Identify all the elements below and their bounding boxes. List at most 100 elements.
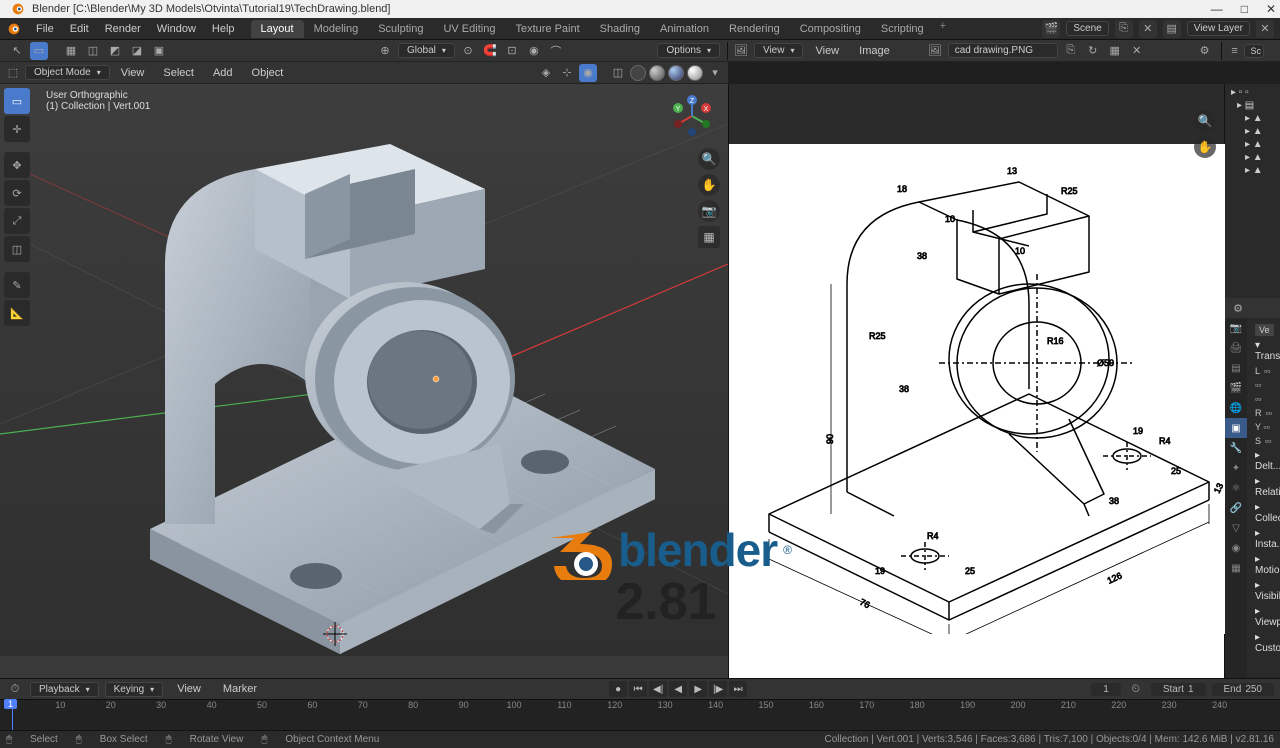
viewlayer-del-icon[interactable]: ✕: [1256, 20, 1274, 38]
tab-viewlayer[interactable]: ▤: [1225, 358, 1247, 378]
menu-edit[interactable]: Edit: [62, 23, 97, 35]
image-reload-icon[interactable]: ↻: [1084, 42, 1102, 60]
pivot-icon[interactable]: ⊙: [459, 42, 477, 60]
outliner-row[interactable]: ▸ ▲: [1227, 125, 1278, 138]
menu-file[interactable]: File: [28, 23, 62, 35]
tool-measure[interactable]: 📐: [4, 300, 30, 326]
sec-instancing[interactable]: ▸ Insta...: [1251, 526, 1276, 552]
scene-field[interactable]: Scene: [1066, 21, 1108, 36]
overlay-icon[interactable]: ◉: [579, 64, 597, 82]
next-key-icon[interactable]: |▶: [709, 681, 727, 697]
timeline-playhead[interactable]: [12, 700, 13, 730]
tool-select-box[interactable]: ▭: [4, 88, 30, 114]
shading-solid[interactable]: [649, 65, 665, 81]
tab-object[interactable]: ▣: [1225, 418, 1247, 438]
tab-data[interactable]: ▽: [1225, 518, 1247, 538]
timeline-ruler[interactable]: 1020304050607080901001101201301401501601…: [0, 699, 1280, 730]
object-menu[interactable]: Object: [244, 67, 292, 79]
play-rev-icon[interactable]: ◀: [669, 681, 687, 697]
orientation-dropdown[interactable]: Global: [398, 43, 455, 58]
select-menu[interactable]: Select: [155, 67, 202, 79]
tab-constraints[interactable]: 🔗: [1225, 498, 1247, 518]
snap-icon[interactable]: ◫: [84, 42, 102, 60]
outliner-row[interactable]: ▸ ▤: [1227, 99, 1278, 112]
minimize-button[interactable]: —: [1211, 2, 1223, 16]
image-view-menu[interactable]: View: [807, 45, 847, 57]
magnet-icon[interactable]: 🧲: [481, 42, 499, 60]
scene-del-icon[interactable]: ✕: [1139, 20, 1157, 38]
outliner-row[interactable]: ▸ ▲: [1227, 164, 1278, 177]
current-frame[interactable]: 1: [1091, 683, 1121, 696]
sec-transform[interactable]: ▾ Transf...: [1251, 338, 1276, 364]
viewlayer-icon[interactable]: ▤: [1163, 20, 1181, 38]
shading-matprev[interactable]: [668, 65, 684, 81]
nav-camera-icon[interactable]: 📷: [698, 200, 720, 222]
timeline-view-menu[interactable]: View: [169, 683, 209, 695]
nav-pan-icon[interactable]: ✋: [698, 174, 720, 196]
tab-sculpting[interactable]: Sculpting: [368, 20, 433, 38]
timeline-type-icon[interactable]: ⏱: [6, 680, 24, 698]
obj-name-field[interactable]: Ve: [1255, 324, 1274, 336]
image-file-icon[interactable]: 🖼: [926, 42, 944, 60]
tab-render[interactable]: 📷: [1225, 318, 1247, 338]
sec-collections[interactable]: ▸ Collec...: [1251, 500, 1276, 526]
viewlayer-field[interactable]: View Layer: [1187, 21, 1250, 36]
outliner-row[interactable]: ▸ ▲: [1227, 138, 1278, 151]
image-unlink-icon[interactable]: ✕: [1128, 42, 1146, 60]
maximize-button[interactable]: □: [1241, 2, 1248, 16]
image-settings-icon[interactable]: ⚙: [1196, 42, 1214, 60]
outliner-scene[interactable]: ▸ ▫ ▫: [1227, 86, 1278, 99]
tool-move[interactable]: ✥: [4, 152, 30, 178]
tab-modeling[interactable]: Modeling: [304, 20, 369, 38]
shading-opts-icon[interactable]: ▾: [706, 64, 724, 82]
scene-icon[interactable]: 🎬: [1042, 20, 1060, 38]
tool-cursor[interactable]: ✛: [4, 116, 30, 142]
mode-dropdown[interactable]: Object Mode: [25, 65, 110, 80]
tab-texture[interactable]: ▦: [1225, 558, 1247, 578]
image-editor-type-icon[interactable]: 🖼: [732, 42, 750, 60]
frame-lock-icon[interactable]: ⏲: [1127, 680, 1145, 698]
cursor-pivot-icon[interactable]: ↖: [8, 42, 26, 60]
nav-persp-icon[interactable]: ▦: [698, 226, 720, 248]
sec-visibility[interactable]: ▸ Visibil...: [1251, 578, 1276, 604]
editor-type-icon[interactable]: ⬚: [4, 64, 22, 82]
nav-zoom-icon[interactable]: 🔍: [698, 148, 720, 170]
shading-rendered[interactable]: [687, 65, 703, 81]
sec-delta[interactable]: ▸ Delt...: [1251, 448, 1276, 474]
outliner-row[interactable]: ▸ ▲: [1227, 151, 1278, 164]
sec-relations[interactable]: ▸ Relati...: [1251, 474, 1276, 500]
image-image-menu[interactable]: Image: [851, 45, 898, 57]
select-tool-icon[interactable]: ▭: [30, 42, 48, 60]
tab-rendering[interactable]: Rendering: [719, 20, 790, 38]
outliner-header[interactable]: Sc: [1244, 44, 1264, 58]
image-filename[interactable]: cad drawing.PNG: [948, 43, 1058, 58]
sec-motion[interactable]: ▸ Motio...: [1251, 552, 1276, 578]
view-menu[interactable]: View: [113, 67, 153, 79]
shading-wireframe[interactable]: [630, 65, 646, 81]
tool-scale[interactable]: ⤢: [4, 208, 30, 234]
options-dropdown[interactable]: Options: [657, 43, 719, 58]
img-zoom-icon[interactable]: 🔍: [1194, 110, 1216, 132]
scene-new-icon[interactable]: ⎘: [1115, 20, 1133, 38]
tab-compositing[interactable]: Compositing: [790, 20, 871, 38]
menu-render[interactable]: Render: [97, 23, 149, 35]
timeline-marker-menu[interactable]: Marker: [215, 683, 265, 695]
tab-particles[interactable]: ✦: [1225, 458, 1247, 478]
xray-icon[interactable]: ◫: [609, 64, 627, 82]
snap-grid-icon[interactable]: ▦: [62, 42, 80, 60]
menu-help[interactable]: Help: [204, 23, 243, 35]
tab-world[interactable]: 🌐: [1225, 398, 1247, 418]
jump-start-icon[interactable]: ⏮: [629, 681, 647, 697]
outliner-type-icon[interactable]: ≡: [1226, 42, 1244, 60]
tab-modifiers[interactable]: 🔧: [1225, 438, 1247, 458]
propedit-icon[interactable]: ◉: [525, 42, 543, 60]
propfalloff-icon[interactable]: ⌒: [547, 42, 565, 60]
tab-layout[interactable]: Layout: [251, 20, 304, 38]
autokey-icon[interactable]: ●: [609, 681, 627, 697]
tab-add[interactable]: +: [934, 20, 952, 38]
prev-key-icon[interactable]: ◀|: [649, 681, 667, 697]
properties-type-icon[interactable]: ⚙: [1229, 299, 1247, 317]
snap-target-icon[interactable]: ⊡: [503, 42, 521, 60]
snap4-icon[interactable]: ▣: [150, 42, 168, 60]
tab-physics[interactable]: ⚛: [1225, 478, 1247, 498]
